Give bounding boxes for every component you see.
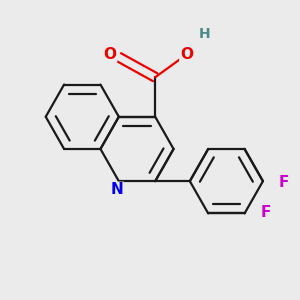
- Text: O: O: [104, 47, 117, 62]
- Text: F: F: [278, 175, 289, 190]
- Text: O: O: [180, 47, 193, 62]
- Text: N: N: [111, 182, 124, 197]
- Text: H: H: [199, 27, 210, 41]
- Text: F: F: [260, 205, 271, 220]
